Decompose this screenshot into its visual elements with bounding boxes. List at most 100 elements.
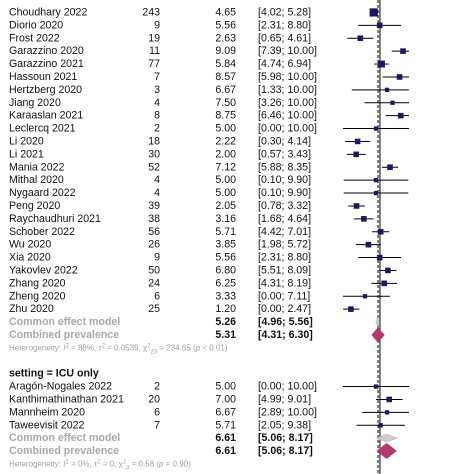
study-name: Wu 2020 [9, 239, 51, 251]
study-name: Aragón-Nogales 2022 [9, 381, 112, 393]
study-events: 7 [154, 71, 160, 83]
study-events: 18 [148, 136, 160, 148]
study-ci-text: [4.99; 9.01] [258, 394, 311, 406]
study-events: 20 [148, 394, 160, 406]
study-ci-text: [0.65; 4.61] [258, 32, 311, 44]
study-estimate: 5.00 [215, 381, 236, 393]
study-events: 38 [148, 213, 160, 225]
study-ci-text: [0.10; 9.90] [258, 187, 311, 199]
study-ci-text: [0.10; 9.90] [258, 174, 311, 186]
study-name: Hassoun 2021 [9, 71, 77, 83]
study-name: Mithal 2020 [9, 174, 64, 186]
study-estimate: 5.56 [215, 252, 236, 264]
study-box [373, 126, 379, 131]
study-name: Frost 2022 [9, 32, 60, 44]
combined-prevalence-estimate: 5.31 [215, 329, 236, 341]
study-box [377, 228, 384, 235]
study-box [384, 410, 390, 415]
study-estimate: 8.75 [215, 110, 236, 122]
study-name: Schober 2022 [9, 226, 75, 238]
study-estimate: 9.09 [215, 45, 236, 57]
forest-plot-layer [343, 0, 409, 474]
study-box [354, 138, 361, 145]
study-estimate: 2.05 [215, 200, 236, 212]
study-name: Choudhary 2022 [9, 7, 87, 19]
study-box [378, 423, 383, 428]
study-events: 50 [148, 265, 160, 277]
study-estimate: 7.00 [215, 394, 236, 406]
study-box [386, 396, 392, 403]
study-events: 7 [154, 419, 160, 431]
study-ci-text: [2.31; 8.80] [258, 252, 311, 264]
study-ci-text: [4.74; 6.94] [258, 58, 311, 70]
study-box [385, 267, 391, 274]
study-ci-text: [5.51; 8.09] [258, 265, 311, 277]
study-box [353, 151, 359, 158]
forest-text-layer: Choudhary 2022 243 4.65 [4.02; 5.28]Diorio … [9, 7, 317, 472]
study-events: 8 [154, 110, 160, 122]
common-effect-ci-text: [4.96; 5.56] [258, 316, 313, 328]
study-name: Kanthimathinathan 2021 [9, 394, 124, 406]
study-estimate: 7.12 [215, 161, 236, 173]
subgroup-label: setting = ICU only [9, 368, 99, 380]
study-box [387, 164, 393, 171]
study-ci-text: [0.57; 3.43] [258, 148, 311, 160]
study-ci-text: [1.68; 4.64] [258, 213, 311, 225]
study-ci-text: [5.98; 10.00] [258, 71, 317, 83]
study-box [373, 178, 379, 183]
study-box [400, 48, 406, 54]
study-estimate: 3.33 [215, 290, 236, 302]
common-effect-label: Common effect model [9, 432, 120, 444]
study-estimate: 2.22 [215, 136, 236, 148]
combined-prevalence-label: Combined prevalence [9, 445, 119, 457]
study-ci-text: [4.42; 7.01] [258, 226, 311, 238]
study-estimate: 7.50 [215, 97, 236, 109]
study-name: Li 2021 [9, 148, 44, 160]
study-box [376, 254, 383, 261]
study-events: 4 [154, 174, 160, 186]
study-box [369, 8, 378, 17]
study-events: 19 [148, 32, 160, 44]
study-events: 2 [154, 123, 160, 135]
study-estimate: 4.65 [215, 7, 236, 19]
study-name: Hertzberg 2020 [9, 84, 82, 96]
study-box [381, 280, 388, 287]
study-estimate: 6.80 [215, 265, 236, 277]
study-name: Nygaard 2022 [9, 187, 76, 199]
study-ci-text: [5.88; 8.35] [258, 161, 311, 173]
study-ci-text: [0.00; 7.11] [258, 290, 310, 302]
study-name: Raychaudhuri 2021 [9, 213, 101, 225]
study-estimate: 5.84 [215, 58, 236, 70]
study-box [384, 87, 390, 92]
study-estimate: 5.56 [215, 19, 236, 31]
combined-prevalence-diamond [376, 443, 397, 460]
study-name: Karaaslan 2021 [9, 110, 83, 122]
study-events: 39 [148, 200, 160, 212]
study-ci-text: [2.89; 10.00] [258, 406, 317, 418]
study-ci-text: [4.02; 5.28] [258, 7, 311, 19]
combined-prevalence-ci-text: [5.06; 8.17] [258, 445, 313, 457]
study-events: 3 [154, 84, 160, 96]
study-name: Zhu 2020 [9, 303, 54, 315]
study-box [365, 241, 372, 248]
study-name: Xia 2020 [9, 252, 51, 264]
study-estimate: 6.67 [215, 406, 236, 418]
common-effect-diamond [375, 317, 380, 327]
study-estimate: 5.71 [215, 226, 236, 238]
study-ci-text: [1.33; 10.00] [258, 84, 317, 96]
study-ci-text: [3.26; 10.00] [258, 97, 317, 109]
study-events: 243 [142, 7, 160, 19]
study-events: 9 [154, 252, 160, 264]
study-events: 6 [154, 406, 160, 418]
combined-prevalence-diamond [371, 326, 385, 343]
study-name: Diorio 2020 [9, 19, 63, 31]
study-estimate: 5.71 [215, 419, 236, 431]
study-ci-text: [0.30; 4.14] [258, 136, 311, 148]
study-box [348, 306, 354, 312]
study-box [396, 74, 403, 80]
study-name: Mannheim 2020 [9, 406, 85, 418]
study-name: Garazzino 2021 [9, 58, 84, 70]
study-ci-text: [0.00; 2.47] [258, 303, 311, 315]
study-box [378, 60, 385, 68]
